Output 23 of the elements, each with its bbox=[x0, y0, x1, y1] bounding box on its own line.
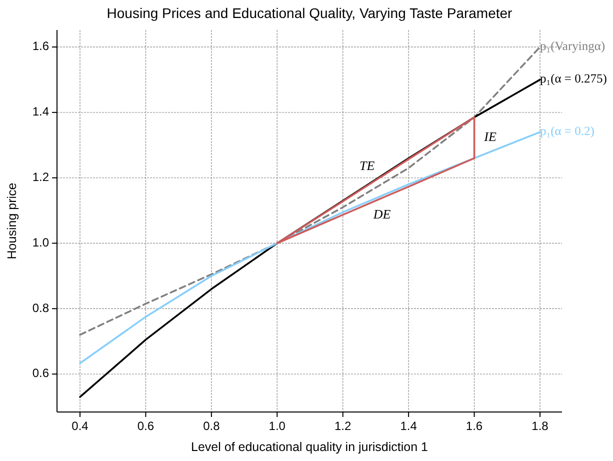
series-label: p₁(α = 0.275) bbox=[540, 72, 607, 86]
annotation: DE bbox=[372, 206, 391, 222]
x-tick-label: 0.6 bbox=[137, 419, 154, 433]
x-tick-label: 1.4 bbox=[400, 419, 418, 433]
x-tick-label: 0.4 bbox=[72, 419, 89, 433]
x-tick-label: 1.0 bbox=[268, 419, 286, 433]
series-label: p₁(α = 0.2) bbox=[540, 124, 594, 138]
y-tick-label: 0.8 bbox=[32, 300, 50, 315]
x-tick-label: 0.8 bbox=[203, 419, 220, 433]
chart-title: Housing Prices and Educational Quality, Varying Taste Parameter bbox=[106, 5, 513, 21]
x-tick-label: 1.6 bbox=[466, 419, 483, 433]
y-tick-label: 1.2 bbox=[32, 170, 50, 184]
x-tick-label: 1.8 bbox=[532, 419, 549, 433]
annotation: IE bbox=[483, 128, 496, 144]
y-tick-label: 0.6 bbox=[32, 366, 50, 380]
y-tick-label: 1.0 bbox=[32, 235, 50, 250]
series-label: p₁(Varyingα) bbox=[540, 38, 606, 53]
y-axis-title: Housing price bbox=[5, 182, 19, 260]
y-tick-label: 1.6 bbox=[32, 39, 50, 54]
x-tick-label: 1.2 bbox=[334, 419, 352, 433]
annotation: TE bbox=[360, 158, 375, 173]
x-axis-title: Level of educational quality in jurisdiction 1 bbox=[191, 440, 428, 454]
y-tick-label: 1.4 bbox=[32, 104, 50, 119]
